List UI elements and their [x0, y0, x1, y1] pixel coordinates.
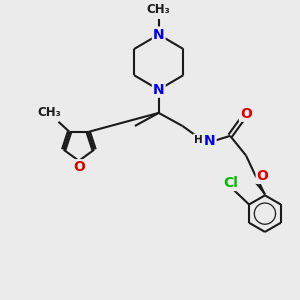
Text: Cl: Cl: [223, 176, 238, 190]
Text: O: O: [240, 107, 252, 121]
Text: N: N: [153, 83, 164, 97]
Text: CH₃: CH₃: [147, 3, 171, 16]
Text: O: O: [257, 169, 268, 183]
Text: N: N: [204, 134, 216, 148]
Text: N: N: [153, 28, 164, 41]
Text: O: O: [74, 160, 86, 174]
Text: H: H: [194, 135, 203, 145]
Text: CH₃: CH₃: [37, 106, 61, 119]
